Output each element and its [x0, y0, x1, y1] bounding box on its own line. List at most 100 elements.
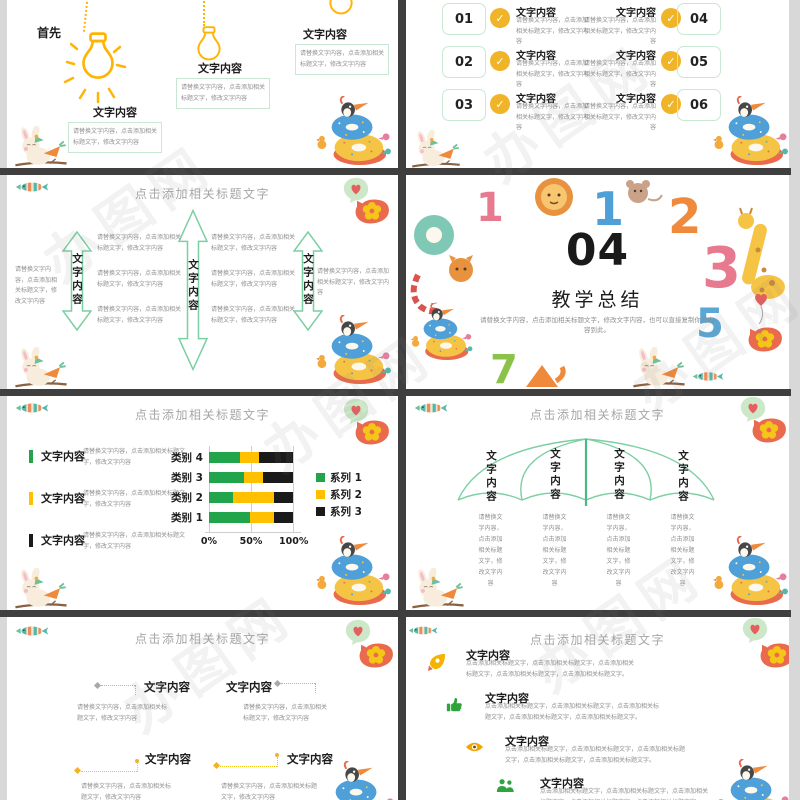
- cartoon-frame-decoration: 1 1 2 7 3 5: [410, 178, 785, 389]
- rabbit-carrot-illustration: [410, 130, 462, 168]
- item-body: 请替换文字内容，点击添加相关标题文字，修改文字内容: [97, 234, 182, 252]
- donut-birds-illustration: [319, 761, 397, 800]
- rabbit-carrot-illustration: [13, 568, 69, 610]
- chart-bar-segment: [209, 452, 241, 463]
- item-body: 点击添加相关标题文字，点击添加相关标题文字，点击添加相关标题文字，点击添加相关标…: [505, 746, 686, 764]
- slide-thumbnail-umbrella[interactable]: 点击添加相关标题文字 文字内容 文字内容 文字内容 文字内容 请替换文字内容，点…: [406, 396, 789, 610]
- rocket-icon: [428, 653, 447, 672]
- slide-thumbnail-arrows[interactable]: 点击添加相关标题文字 文字内容 文字内容 文字内容 请替换文字内容，点击添加相关…: [7, 175, 398, 389]
- heart-bubble-icon: [742, 617, 768, 643]
- text-box[interactable]: 请替换文字内容，点击添加相关标题文字，修改文字内容: [295, 44, 389, 75]
- chart-bar-segment: [273, 492, 293, 503]
- item-heading: 文字内容: [41, 534, 85, 547]
- item-heading: 文字内容: [616, 8, 656, 19]
- item-body: 请替换文字内容，点击添加相关标题文字，修改文字内容: [211, 270, 296, 288]
- series-color-bar: [29, 450, 33, 463]
- flower-bubble-icon: [351, 197, 391, 225]
- item-body: 请替换文字内容，点击添加相关标题文字，修改文字内容: [181, 84, 266, 102]
- flower-bubble-icon: [355, 641, 395, 669]
- item-heading: 文字内容: [144, 680, 190, 694]
- item-heading: 文字内容: [198, 62, 242, 75]
- side-note: 请替换文字内容，点击添加相关标题文字，修改文字内容: [15, 266, 58, 305]
- arrow-label: 文字内容: [71, 253, 83, 307]
- connector-diamond: [93, 681, 102, 690]
- chart-bar-segment: [250, 512, 274, 523]
- section-title: 教学总结: [551, 289, 644, 311]
- item-heading: 文字内容: [287, 752, 333, 766]
- deco-number: 1: [592, 182, 624, 236]
- grid-divider: [0, 168, 791, 175]
- slide-thumbnail-icon-list[interactable]: 点击添加相关标题文字 文字内容 点击添加相关标题文字，点击添加相关标题文字，点击…: [406, 617, 789, 800]
- section-subtitle: 请替换文字内容，点击添加相关标题文字，修改文字内容，也可以直接复制你的内容到此。: [480, 316, 714, 334]
- eye-icon: [465, 741, 484, 753]
- number-badge: 06: [677, 89, 721, 121]
- text-box[interactable]: 请替换文字内容，点击添加相关标题文字，修改文字内容: [68, 122, 162, 153]
- chart-legend-item: 系列 3: [316, 504, 362, 519]
- donut-birds-illustration: [315, 536, 393, 606]
- light-bulb-icon: [63, 32, 127, 104]
- light-bulb-icon: [325, 0, 357, 24]
- chart-legend-item: 系列 2: [316, 487, 362, 502]
- number-badge: 03: [442, 89, 486, 121]
- number-badge: 02: [442, 46, 486, 78]
- flower-bubble-icon: [748, 416, 788, 444]
- check-circle-icon: ✓: [661, 51, 681, 71]
- chart-tick-label: 0%: [200, 536, 218, 547]
- arrow-label: 文字内容: [302, 253, 314, 307]
- chart-tick-label: 50%: [239, 536, 263, 547]
- slide-thumbnail-numbered-list[interactable]: 01 ✓ 文字内容 请替换文字内容，点击添加相关标题文字，修改文字内容 02 ✓…: [406, 0, 789, 168]
- rabbit-carrot-illustration: [410, 568, 466, 610]
- item-heading: 文字内容: [41, 450, 85, 463]
- side-note: 请替换文字内容，点击添加相关标题文字，修改文字内容: [317, 268, 390, 296]
- donut-birds-illustration: [712, 96, 789, 166]
- slide-thumbnail-bulbs[interactable]: 首先 文字内容 请替换文字内容，点击添加相关标题文字，修改文字内容 文字内容 请…: [7, 0, 398, 168]
- chart-category-label: 类别 2: [171, 492, 203, 504]
- item-body: 请替换文字内容，点击添加相关标题文字，修改文字内容: [73, 128, 158, 146]
- item-body: 请替换文字内容，点击添加相关标题文字，修改文字内容: [81, 783, 172, 800]
- donut-birds-illustration: [315, 96, 393, 166]
- legend-swatch: [316, 490, 325, 499]
- umbrella-panel-body: 请替换文字内容，点击添加相关标题文字，修改文字内容: [478, 514, 503, 587]
- slide-thumbnail-chart[interactable]: 点击添加相关标题文字 文字内容 请替换文字内容，点击添加相关标题文字，修改文字内…: [7, 396, 398, 610]
- rabbit-carrot-illustration: [13, 126, 69, 168]
- item-body: 请替换文字内容，点击添加相关标题文字，修改文字内容: [83, 448, 186, 466]
- slide-thumbnail-section-divider[interactable]: 1 1 2 7 3 5: [406, 175, 789, 389]
- donut-birds-illustration: [315, 315, 393, 385]
- connector-line: [277, 757, 278, 767]
- connector-diamond: [212, 761, 221, 770]
- chart-gridline: [251, 446, 252, 532]
- chart-gridline: [293, 446, 294, 532]
- check-circle-icon: ✓: [490, 51, 510, 71]
- chart-bar-segment: [209, 472, 245, 483]
- deco-number: 5: [696, 301, 724, 347]
- chart-bar-segment: [259, 452, 293, 463]
- item-heading: 文字内容: [466, 649, 510, 662]
- item-body: 点击添加相关标题文字，点击添加相关标题文字，点击添加相关标题文字，点击添加相关标…: [485, 703, 660, 721]
- text-box[interactable]: 请替换文字内容，点击添加相关标题文字，修改文字内容: [176, 78, 270, 109]
- connector-diamond: [73, 766, 82, 775]
- connector-line: [81, 771, 137, 772]
- number-badge: 04: [677, 3, 721, 35]
- deco-number: 1: [476, 185, 504, 231]
- item-heading: 文字内容: [516, 94, 556, 105]
- chart-bar-segment: [209, 512, 251, 523]
- slide-thumbnail-callouts[interactable]: 点击添加相关标题文字 文字内容 请替换文字内容，点击添加相关标题文字，修改文字内…: [7, 617, 398, 800]
- item-heading: 文字内容: [516, 8, 556, 19]
- item-heading: 文字内容: [41, 492, 85, 505]
- deco-number: 2: [668, 189, 701, 245]
- slide-title: 点击添加相关标题文字: [134, 187, 270, 201]
- umbrella-panel-label: 文字内容: [549, 448, 561, 502]
- connector-line: [101, 685, 135, 686]
- chart-bar-segment: [232, 492, 274, 503]
- connector-line: [315, 683, 316, 693]
- step-label: 首先: [37, 26, 62, 40]
- grid-divider: [0, 389, 791, 396]
- umbrella-panel-label: 文字内容: [485, 450, 497, 504]
- item-body: 请替换文字内容，点击添加相关标题文字，修改文字内容: [516, 60, 589, 88]
- donut-birds-illustration: [712, 536, 789, 606]
- chart-bar: [209, 512, 293, 523]
- item-body: 点击添加相关标题文字，点击添加相关标题文字，点击添加相关标题文字，点击添加相关标…: [540, 788, 709, 800]
- chart-bar-segment: [262, 472, 293, 483]
- connector-line: [281, 683, 315, 684]
